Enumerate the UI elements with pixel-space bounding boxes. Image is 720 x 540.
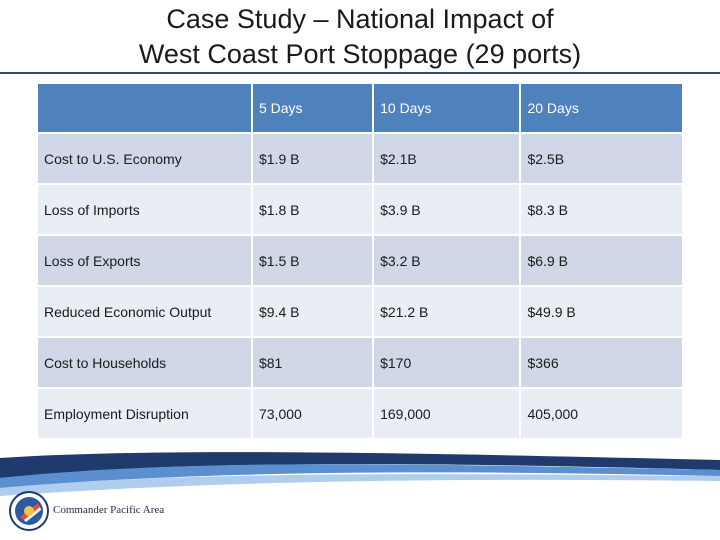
cell-20-days: $366 [519, 336, 684, 389]
cell-5-days: $1.5 B [250, 234, 375, 287]
cell-10-days: $170 [372, 336, 522, 389]
footer-wave [0, 452, 720, 496]
cell-10-days: $2.1B [372, 132, 522, 185]
row-label: Cost to U.S. Economy [36, 132, 253, 185]
cell-5-days: $9.4 B [250, 285, 375, 338]
row-label: Cost to Households [36, 336, 253, 389]
slide-title: Case Study – National Impact of West Coa… [0, 2, 720, 72]
table-row: Cost to U.S. Economy $1.9 B $2.1B $2.5B [36, 132, 684, 185]
row-label: Reduced Economic Output [36, 285, 253, 338]
header-corner [36, 82, 253, 134]
cell-20-days: $6.9 B [519, 234, 684, 287]
header-10-days: 10 Days [372, 82, 522, 134]
cell-5-days: $1.8 B [250, 183, 375, 236]
cell-20-days: $2.5B [519, 132, 684, 185]
footer-band: Commander Pacific Area [0, 448, 720, 540]
footer-org-name: Commander Pacific Area [53, 504, 165, 516]
coast-guard-emblem-icon [9, 491, 49, 531]
table-row: Cost to Households $81 $170 $366 [36, 336, 684, 389]
impact-table: 5 Days 10 Days 20 Days Cost to U.S. Econ… [36, 82, 684, 440]
cell-10-days: $21.2 B [372, 285, 522, 338]
cell-20-days: $49.9 B [519, 285, 684, 338]
cell-20-days: 405,000 [519, 387, 684, 440]
table-row: Loss of Exports $1.5 B $3.2 B $6.9 B [36, 234, 684, 287]
header-20-days: 20 Days [519, 82, 684, 134]
row-label: Loss of Imports [36, 183, 253, 236]
table-header-row: 5 Days 10 Days 20 Days [36, 82, 684, 134]
table-row: Reduced Economic Output $9.4 B $21.2 B $… [36, 285, 684, 338]
table-row: Employment Disruption 73,000 169,000 405… [36, 387, 684, 440]
cell-5-days: $1.9 B [250, 132, 375, 185]
cell-5-days: $81 [250, 336, 375, 389]
cell-10-days: 169,000 [372, 387, 522, 440]
cell-5-days: 73,000 [250, 387, 375, 440]
row-label: Employment Disruption [36, 387, 253, 440]
cell-20-days: $8.3 B [519, 183, 684, 236]
slide-title-line2: West Coast Port Stoppage (29 ports) [138, 39, 582, 69]
table-row: Loss of Imports $1.8 B $3.9 B $8.3 B [36, 183, 684, 236]
slide-title-line1: Case Study – National Impact of [166, 4, 554, 34]
title-divider [0, 72, 720, 74]
cell-10-days: $3.9 B [372, 183, 522, 236]
cell-10-days: $3.2 B [372, 234, 522, 287]
header-5-days: 5 Days [250, 82, 375, 134]
row-label: Loss of Exports [36, 234, 253, 287]
